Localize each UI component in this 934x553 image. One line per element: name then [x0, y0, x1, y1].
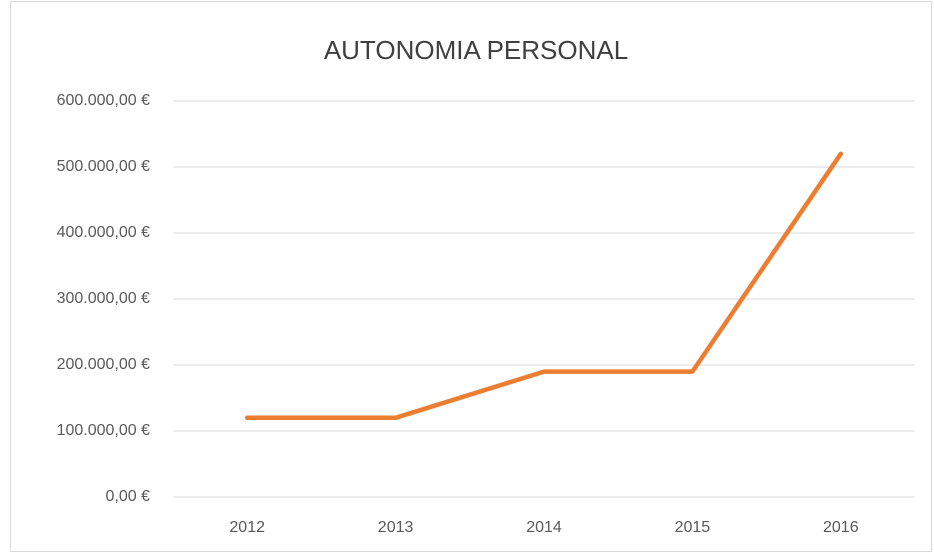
y-tick-label: 400.000,00 €	[57, 224, 151, 241]
x-tick-label: 2015	[675, 519, 711, 536]
y-tick-label: 200.000,00 €	[57, 356, 151, 373]
y-tick-label: 0,00 €	[106, 488, 151, 505]
x-tick-label: 2014	[526, 519, 562, 536]
y-tick-label: 500.000,00 €	[57, 158, 151, 175]
line-series	[244, 151, 844, 421]
x-tick-label: 2013	[378, 519, 414, 536]
y-tick-label: 600.000,00 €	[57, 92, 151, 109]
y-tick-label: 100.000,00 €	[57, 422, 151, 439]
y-tick-label: 300.000,00 €	[57, 290, 151, 307]
x-tick-label: 2016	[823, 519, 859, 536]
chart-title: AUTONOMIA PERSONAL	[324, 35, 628, 65]
x-tick-label: 2012	[229, 519, 265, 536]
chart-border	[10, 1, 932, 552]
